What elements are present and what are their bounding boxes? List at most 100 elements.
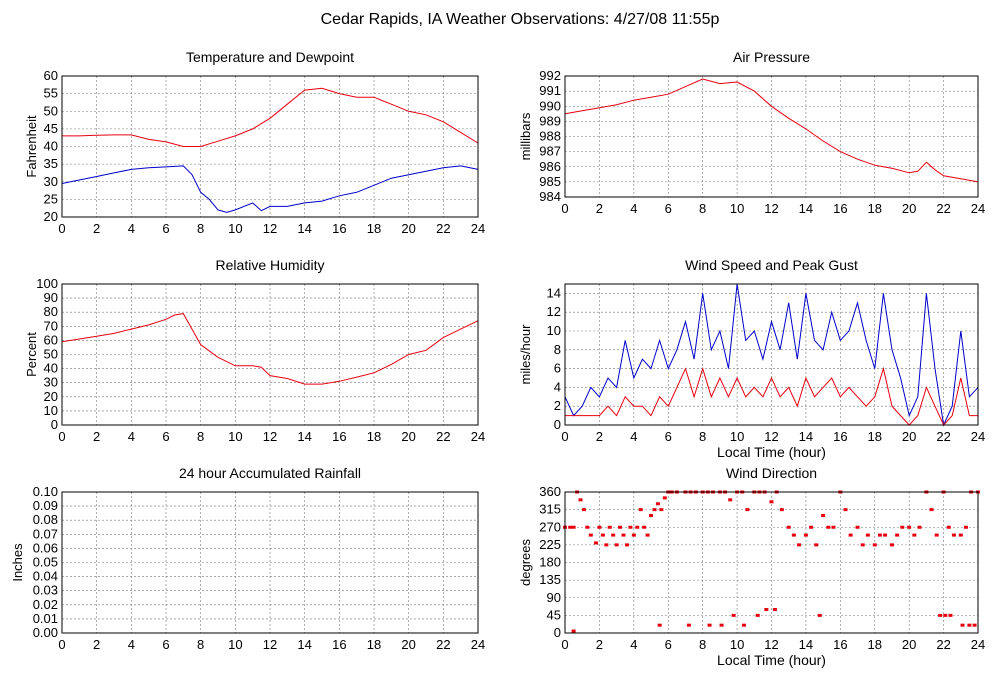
data-point <box>872 543 877 547</box>
data-point <box>951 533 956 537</box>
x-tick-label: 0 <box>58 221 65 236</box>
x-tick-label: 6 <box>665 637 672 652</box>
y-tick-label: 90 <box>547 590 561 605</box>
y-axis-label: Percent <box>24 332 39 377</box>
x-tick-label: 12 <box>263 637 277 652</box>
x-tick-label: 6 <box>162 637 169 652</box>
x-tick-label: 8 <box>197 221 204 236</box>
y-tick-label: 35 <box>44 156 58 171</box>
x-tick-label: 22 <box>436 637 450 652</box>
y-tick-label: 0.00 <box>33 625 58 640</box>
x-tick-label: 10 <box>228 637 242 652</box>
x-tick-label: 16 <box>833 637 847 652</box>
data-point <box>645 533 650 537</box>
y-tick-label: 0.04 <box>33 569 58 584</box>
y-axis-label: millibars <box>518 112 533 160</box>
y-tick-label: 0.10 <box>33 484 58 499</box>
data-point <box>652 508 657 512</box>
x-tick-label: 12 <box>263 429 277 444</box>
x-tick-label: 22 <box>936 429 950 444</box>
chart-title: Temperature and Dewpoint <box>186 49 354 65</box>
x-tick-label: 0 <box>561 201 568 216</box>
y-tick-label: 180 <box>539 555 561 570</box>
x-tick-label: 14 <box>297 429 311 444</box>
y-tick-label: 984 <box>539 189 561 204</box>
y-tick-label: 225 <box>539 537 561 552</box>
data-point <box>817 613 822 617</box>
y-tick-label: 0.05 <box>33 555 58 570</box>
y-axis-label: Inches <box>10 543 25 582</box>
x-tick-label: 14 <box>799 201 813 216</box>
x-tick-label: 16 <box>332 221 346 236</box>
data-point <box>769 500 774 504</box>
x-tick-label: 10 <box>730 429 744 444</box>
data-point <box>786 525 791 529</box>
x-tick-label: 20 <box>401 221 415 236</box>
y-tick-label: 360 <box>539 484 561 499</box>
y-tick-label: 0.01 <box>33 611 58 626</box>
y-tick-label: 0.06 <box>33 540 58 555</box>
data-point <box>707 623 712 627</box>
y-tick-label: 70 <box>44 318 58 333</box>
y-tick-label: 50 <box>44 347 58 362</box>
x-tick-label: 24 <box>971 201 985 216</box>
x-tick-label: 8 <box>699 637 706 652</box>
y-tick-label: 10 <box>44 403 58 418</box>
data-point <box>578 498 583 502</box>
x-tick-label: 14 <box>799 429 813 444</box>
data-point <box>649 514 654 517</box>
x-tick-label: 16 <box>332 637 346 652</box>
data-point <box>865 533 870 537</box>
data-point <box>662 496 667 500</box>
y-axis-label: miles/hour <box>518 324 533 385</box>
y-tick-label: 988 <box>539 129 561 144</box>
y-tick-label: 0 <box>554 625 561 640</box>
x-tick-label: 18 <box>868 429 882 444</box>
y-tick-label: 20 <box>44 389 58 404</box>
x-tick-label: 0 <box>58 637 65 652</box>
x-tick-label: 12 <box>263 221 277 236</box>
x-tick-label: 2 <box>596 429 603 444</box>
data-point <box>585 525 590 529</box>
y-tick-label: 135 <box>539 572 561 587</box>
data-point <box>895 533 900 537</box>
y-tick-label: 30 <box>44 174 58 189</box>
x-tick-label: 10 <box>228 221 242 236</box>
x-tick-label: 16 <box>833 429 847 444</box>
series-line-0 <box>564 283 979 427</box>
data-point <box>948 613 953 617</box>
data-point <box>967 623 972 627</box>
y-tick-label: 990 <box>539 98 561 113</box>
chart-title: 24 hour Accumulated Rainfall <box>179 465 361 481</box>
data-point <box>581 508 586 512</box>
x-tick-label: 0 <box>561 637 568 652</box>
data-point <box>618 525 623 529</box>
y-tick-label: 8 <box>554 342 561 357</box>
x-tick-label: 12 <box>764 201 778 216</box>
data-point <box>755 613 760 617</box>
x-tick-label: 18 <box>367 429 381 444</box>
data-point <box>826 525 831 529</box>
chart-title: Relative Humidity <box>216 257 325 273</box>
data-point <box>631 533 636 537</box>
data-point <box>772 608 777 611</box>
y-tick-label: 987 <box>539 144 561 159</box>
data-point <box>938 613 943 617</box>
data-point <box>655 502 660 506</box>
data-point <box>958 533 963 537</box>
y-tick-label: 100 <box>36 276 58 291</box>
x-tick-label: 20 <box>902 429 916 444</box>
x-tick-label: 14 <box>297 637 311 652</box>
data-point <box>814 543 819 547</box>
x-tick-label: 8 <box>699 201 706 216</box>
data-point <box>728 498 733 502</box>
x-tick-label: 0 <box>561 429 568 444</box>
x-tick-label: 22 <box>936 637 950 652</box>
y-tick-label: 989 <box>539 113 561 128</box>
series-line-0 <box>564 78 979 183</box>
x-tick-label: 2 <box>596 201 603 216</box>
x-tick-label: 12 <box>764 637 778 652</box>
x-tick-label: 4 <box>128 429 135 444</box>
